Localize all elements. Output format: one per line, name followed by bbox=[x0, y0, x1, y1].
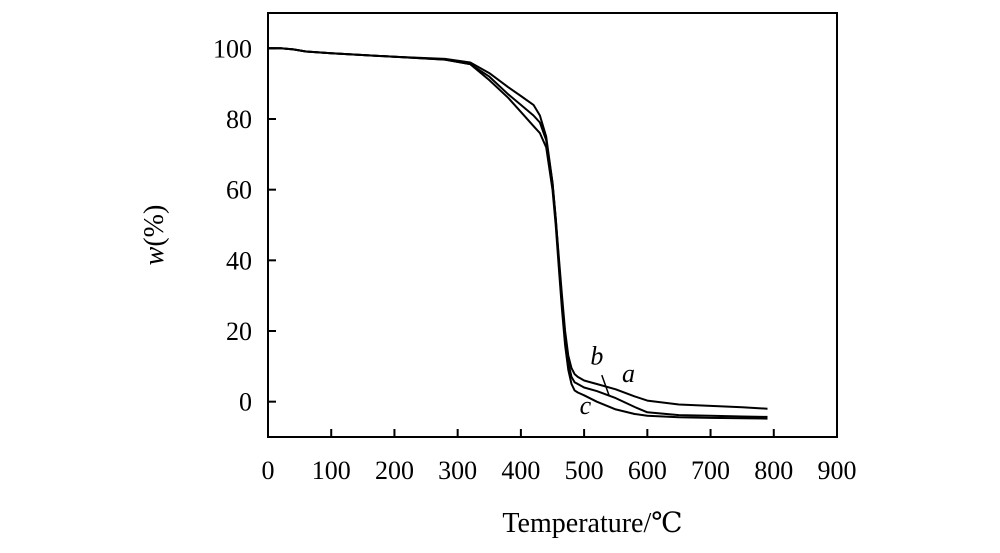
x-tick-label: 200 bbox=[375, 456, 414, 485]
y-tick-label: 80 bbox=[226, 105, 252, 134]
x-tick-label: 500 bbox=[565, 456, 604, 485]
curve-labels: abc bbox=[580, 342, 635, 420]
x-axis-ticks: 0 100 200 300 400 500 600 700 800 900 bbox=[262, 429, 857, 485]
curve-label-c: c bbox=[580, 391, 592, 420]
series-lines bbox=[268, 47, 768, 420]
y-tick-label: 0 bbox=[239, 388, 252, 417]
series-line-c bbox=[268, 47, 768, 420]
y-axis-title: w(%) bbox=[139, 205, 170, 266]
x-tick-label: 100 bbox=[312, 456, 351, 485]
y-tick-label: 40 bbox=[226, 246, 252, 275]
x-axis-title: Temperature/℃ bbox=[502, 508, 682, 539]
x-tick-label: 600 bbox=[628, 456, 667, 485]
x-tick-label: 800 bbox=[754, 456, 793, 485]
curve-label-b-leader bbox=[601, 374, 611, 397]
curve-label-a: a bbox=[622, 359, 635, 388]
curve-label-b: b bbox=[590, 342, 603, 371]
y-axis-title-unit: (%) bbox=[139, 205, 170, 247]
y-tick-label: 20 bbox=[226, 317, 252, 346]
x-tick-label: 900 bbox=[818, 456, 857, 485]
y-axis-ticks: 0 20 40 60 80 100 bbox=[213, 34, 276, 417]
y-axis-title-variable: w bbox=[139, 246, 170, 265]
x-tick-label: 700 bbox=[691, 456, 730, 485]
y-tick-label: 100 bbox=[213, 34, 252, 63]
series-line-b bbox=[268, 47, 768, 418]
x-tick-label: 400 bbox=[501, 456, 540, 485]
x-tick-label: 0 bbox=[262, 456, 275, 485]
plot-frame bbox=[267, 12, 838, 438]
y-tick-label: 60 bbox=[226, 176, 252, 205]
x-tick-label: 300 bbox=[438, 456, 477, 485]
